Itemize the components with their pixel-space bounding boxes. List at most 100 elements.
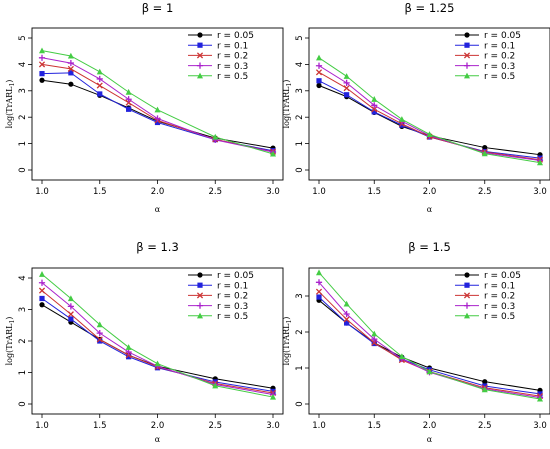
y-tick-label: 0 xyxy=(18,401,28,406)
data-point xyxy=(97,338,103,344)
x-tick-label: 1.0 xyxy=(35,187,49,197)
x-axis-label: α xyxy=(155,205,161,214)
legend-marker xyxy=(464,282,470,288)
data-point xyxy=(125,88,132,95)
y-axis-label: log(TrARL1) xyxy=(282,317,293,366)
data-point xyxy=(315,62,323,69)
legend-label: r = 0.05 xyxy=(484,31,521,41)
legend-label: r = 0.1 xyxy=(217,41,248,51)
data-point xyxy=(68,81,74,87)
chart-title: β = 1.5 xyxy=(408,240,451,254)
x-tick-label: 1.0 xyxy=(312,421,326,431)
legend-marker xyxy=(464,72,470,79)
legend-label: r = 0.05 xyxy=(484,271,521,281)
legend-marker xyxy=(197,32,203,38)
legend-label: r = 0.2 xyxy=(484,52,515,62)
legend-label: r = 0.2 xyxy=(217,52,248,62)
data-point xyxy=(270,388,276,394)
data-point xyxy=(344,320,350,326)
chart-title: β = 1 xyxy=(142,1,174,15)
data-point xyxy=(125,344,132,350)
data-point xyxy=(316,269,322,276)
legend-marker xyxy=(463,62,471,69)
data-point xyxy=(38,279,46,286)
legend-label: r = 0.3 xyxy=(484,302,515,312)
y-tick-label: 2 xyxy=(295,329,305,334)
x-tick-label: 2.5 xyxy=(208,187,222,197)
x-tick-label: 1.5 xyxy=(367,187,381,197)
legend-label: r = 0.5 xyxy=(484,72,515,82)
data-point xyxy=(344,92,350,98)
data-point xyxy=(38,54,46,61)
chart-title: β = 1.25 xyxy=(405,1,455,15)
data-point xyxy=(343,316,350,323)
data-point xyxy=(270,393,276,400)
data-point xyxy=(316,294,322,300)
data-point xyxy=(316,82,322,89)
data-point xyxy=(343,73,350,79)
legend-label: r = 0.05 xyxy=(217,271,254,281)
data-point xyxy=(482,144,488,151)
legend-marker xyxy=(197,272,203,278)
legend-label: r = 0.3 xyxy=(217,302,248,312)
data-point xyxy=(343,300,350,307)
data-point xyxy=(154,360,161,367)
data-point xyxy=(537,159,543,166)
chart-panel-1: β = 1 1.0 1.5 2.0 2.5 3.0 0 1 2 3 4 5 α log(TrARL1) r … xyxy=(5,1,284,214)
legend-marker xyxy=(197,72,203,79)
data-point xyxy=(154,106,161,113)
legend-label: r = 0.1 xyxy=(217,281,248,291)
legend-marker xyxy=(197,312,203,319)
legend-label: r = 0.2 xyxy=(217,292,248,302)
data-point xyxy=(97,91,103,97)
data-point xyxy=(481,386,488,393)
y-tick-label: 3 xyxy=(18,88,28,93)
data-point xyxy=(67,65,74,72)
legend-marker xyxy=(464,312,470,319)
data-point xyxy=(126,354,132,360)
data-point xyxy=(212,133,219,140)
data-point xyxy=(39,47,45,54)
chart-panel-4: β = 1.5 1.0 1.5 2.0 2.5 3.0 0 1 2 3 α log(TrARL1) r … xyxy=(282,240,550,444)
legend-marker xyxy=(464,42,470,48)
legend-marker xyxy=(196,302,204,309)
legend-marker xyxy=(463,52,471,59)
legend-marker xyxy=(463,292,471,299)
x-tick-label: 1.0 xyxy=(312,187,326,197)
data-point xyxy=(371,339,378,346)
data-point xyxy=(343,79,350,86)
data-point xyxy=(343,85,350,92)
legend-label: r = 0.3 xyxy=(484,62,515,72)
y-tick-label: 2 xyxy=(18,338,28,343)
legend-label: r = 0.1 xyxy=(484,281,515,291)
data-point xyxy=(68,316,74,322)
data-point xyxy=(67,311,74,318)
data-point xyxy=(96,68,103,75)
x-tick-label: 2.0 xyxy=(423,187,437,197)
legend-marker xyxy=(196,292,204,299)
data-point xyxy=(371,102,378,109)
legend-label: r = 0.05 xyxy=(217,31,254,41)
legend-label: r = 0.3 xyxy=(217,62,248,72)
y-axis-label: log(TrARL1) xyxy=(5,80,16,129)
data-point xyxy=(371,330,378,337)
legend-marker xyxy=(464,272,470,278)
data-point xyxy=(371,109,377,115)
legend-label: r = 0.2 xyxy=(484,292,515,302)
data-point xyxy=(126,106,132,112)
data-point xyxy=(38,287,46,294)
x-tick-label: 2.5 xyxy=(478,421,492,431)
x-tick-label: 3.0 xyxy=(266,187,280,197)
data-point xyxy=(68,70,74,76)
y-tick-label: 1 xyxy=(295,141,305,146)
x-tick-label: 2.0 xyxy=(151,187,165,197)
legend-label: r = 0.1 xyxy=(484,41,515,51)
data-point xyxy=(125,96,132,103)
x-tick-label: 2.0 xyxy=(151,421,165,431)
y-tick-label: 5 xyxy=(18,35,28,40)
x-tick-label: 3.0 xyxy=(266,421,280,431)
data-point xyxy=(315,288,323,295)
x-tick-label: 3.0 xyxy=(533,421,547,431)
data-point xyxy=(316,54,322,61)
data-point xyxy=(371,96,378,102)
